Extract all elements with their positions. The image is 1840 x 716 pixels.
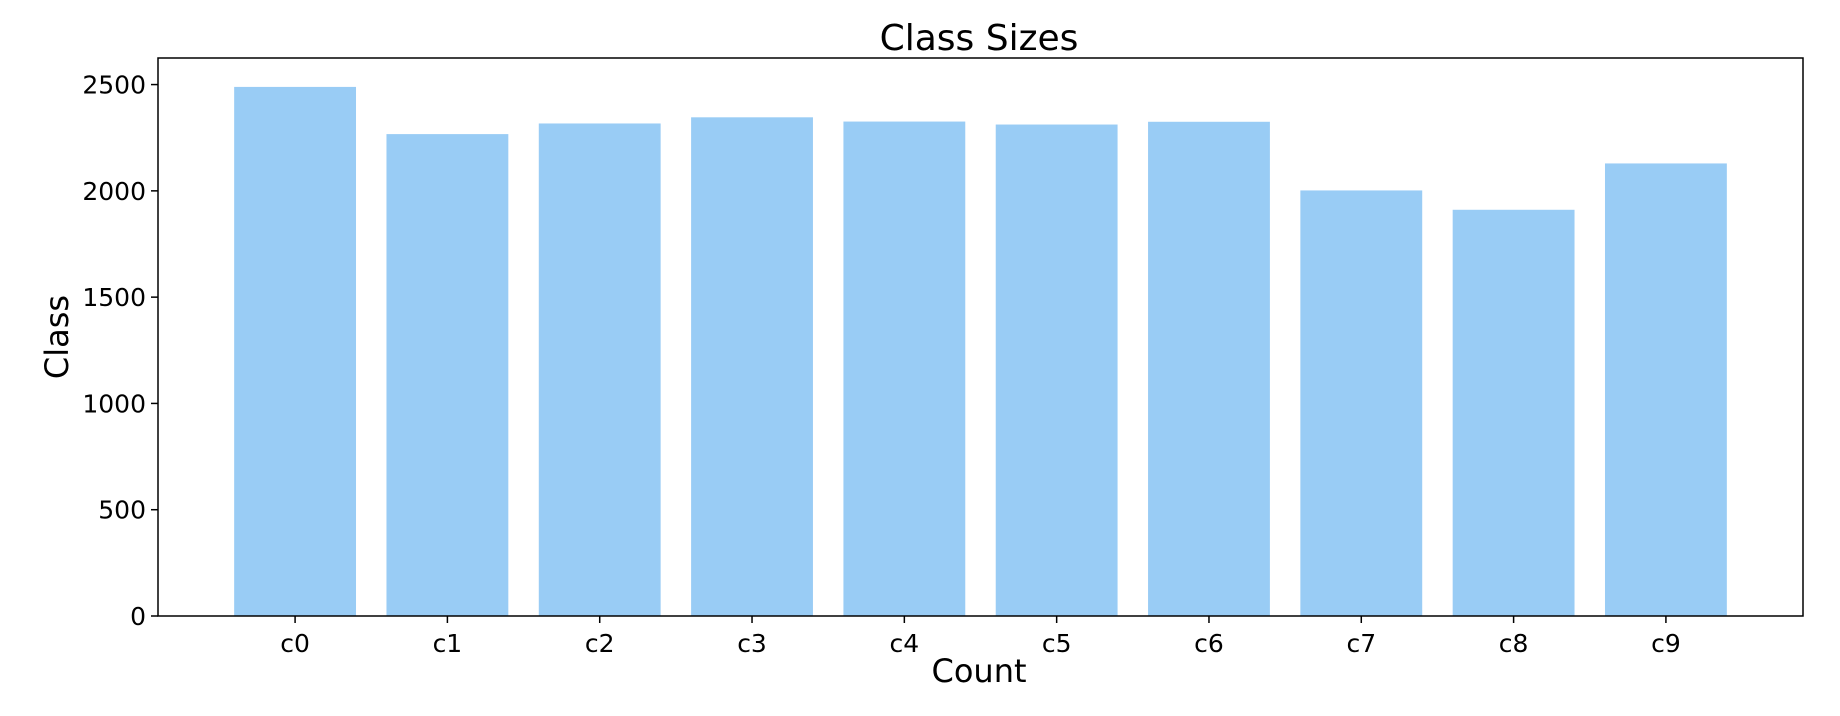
bar-c2 — [538, 123, 661, 617]
bar-c4 — [843, 121, 966, 616]
bar-c7 — [1300, 190, 1423, 616]
x-tick-label: c2 — [585, 629, 615, 658]
x-tick-label: c5 — [1042, 629, 1072, 658]
bar-c8 — [1452, 209, 1575, 616]
x-axis-ticks: c0 c1 c2 c3 c4 c5 c6 c7 c8 c9 — [280, 616, 1681, 658]
bars-group — [234, 86, 1727, 617]
x-tick-label: c4 — [890, 629, 920, 658]
y-tick-label: 1500 — [82, 283, 146, 312]
x-tick-label: c7 — [1346, 629, 1376, 658]
x-tick-label: c3 — [737, 629, 767, 658]
chart-title: Class Sizes — [880, 18, 1079, 59]
bar-c1 — [386, 134, 509, 616]
x-tick-label: c6 — [1194, 629, 1224, 658]
bar-c5 — [995, 124, 1118, 617]
x-tick-label: c1 — [433, 629, 463, 658]
y-tick-label: 0 — [130, 602, 146, 631]
y-axis-ticks: 0 500 1000 1500 2000 2500 — [82, 71, 158, 631]
bar-c6 — [1148, 121, 1270, 617]
y-tick-label: 1000 — [82, 389, 146, 418]
x-tick-label: c0 — [280, 629, 310, 658]
x-tick-label: c9 — [1651, 629, 1681, 658]
y-tick-label: 500 — [98, 496, 146, 525]
x-tick-label: c8 — [1499, 629, 1529, 658]
bar-c3 — [691, 117, 813, 616]
x-axis-label: Count — [931, 652, 1026, 690]
plot-frame — [157, 57, 1804, 617]
y-tick-label: 2000 — [82, 177, 146, 206]
bar-c9 — [1604, 163, 1727, 616]
bar-c0 — [234, 86, 357, 616]
y-axis-label: Class — [38, 295, 76, 379]
y-tick-label: 2500 — [82, 71, 146, 100]
